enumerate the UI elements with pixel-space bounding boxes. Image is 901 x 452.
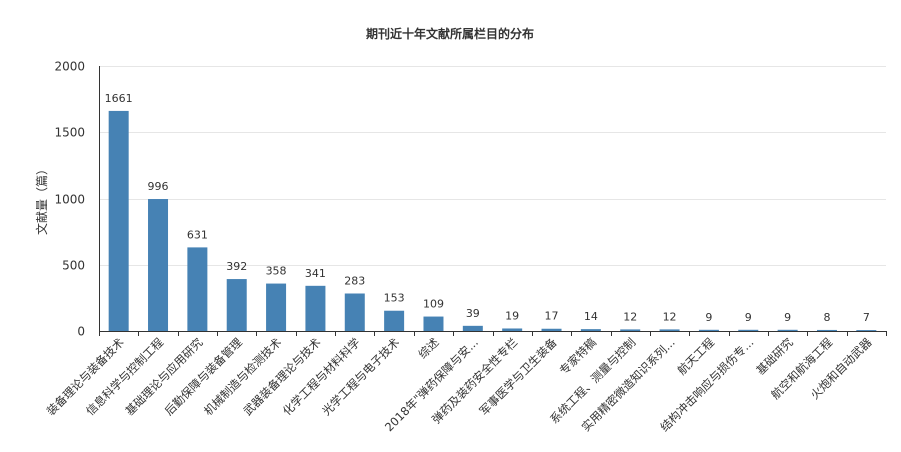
data-label: 109 xyxy=(423,298,444,311)
data-label: 631 xyxy=(187,228,208,241)
data-label: 17 xyxy=(545,310,559,323)
y-axis-label: 文献量（篇） xyxy=(34,163,49,235)
data-label: 392 xyxy=(226,260,247,273)
x-tick-label: 军事医学与卫生装备 xyxy=(477,335,560,418)
y-tick-label: 0 xyxy=(77,325,85,339)
bar[interactable] xyxy=(187,247,208,331)
data-label: 9 xyxy=(705,311,712,324)
data-label: 8 xyxy=(823,311,830,324)
data-label: 7 xyxy=(863,311,870,324)
bar[interactable] xyxy=(148,199,169,331)
bar[interactable] xyxy=(344,293,365,331)
y-tick-labels: 0 500 1000 1500 2000 xyxy=(54,60,85,339)
bar[interactable] xyxy=(423,316,444,331)
data-label: 19 xyxy=(505,309,519,322)
data-label: 12 xyxy=(623,310,637,323)
bar[interactable] xyxy=(856,330,877,331)
gridlines xyxy=(99,66,886,266)
bar[interactable] xyxy=(698,329,719,331)
data-label: 996 xyxy=(148,180,169,193)
bar[interactable] xyxy=(738,329,759,331)
data-label: 9 xyxy=(784,311,791,324)
bar[interactable] xyxy=(541,328,562,331)
bar[interactable] xyxy=(580,329,601,331)
bar[interactable] xyxy=(266,283,287,331)
bar[interactable] xyxy=(462,325,483,331)
bar[interactable] xyxy=(777,329,798,331)
data-label: 14 xyxy=(584,310,598,323)
bar[interactable] xyxy=(108,110,129,331)
bar[interactable] xyxy=(816,329,837,331)
bar[interactable] xyxy=(620,329,641,331)
data-labels: 1661 996 631 392 358 341 283 153 109 39 19 17 14 12 12… xyxy=(105,92,870,324)
bar[interactable] xyxy=(226,279,247,331)
data-label: 1661 xyxy=(105,92,133,105)
data-label: 283 xyxy=(344,275,365,288)
data-label: 341 xyxy=(305,267,326,280)
y-tick-label: 500 xyxy=(62,259,85,273)
x-tick-labels: 装备理论与装备技术信息科学与控制工程基础理论与应用研究后勤保障与装备管理机械制造… xyxy=(44,335,875,434)
data-label: 153 xyxy=(384,292,405,305)
x-tick-label: 综述 xyxy=(415,335,442,362)
y-tick-label: 1000 xyxy=(54,193,85,207)
bars xyxy=(108,110,877,331)
x-tick-label: 光学工程与电子技术 xyxy=(319,335,402,418)
data-label: 12 xyxy=(663,310,677,323)
bar[interactable] xyxy=(305,285,326,331)
data-label: 358 xyxy=(266,265,287,278)
bar[interactable] xyxy=(502,328,523,331)
bar[interactable] xyxy=(659,329,680,331)
data-label: 9 xyxy=(745,311,752,324)
y-tick-label: 2000 xyxy=(54,60,85,74)
y-tick-label: 1500 xyxy=(54,126,85,140)
chart-title: 期刊近十年文献所属栏目的分布 xyxy=(366,26,534,41)
axes xyxy=(99,66,887,336)
data-label: 39 xyxy=(466,307,480,320)
bar[interactable] xyxy=(384,310,405,331)
